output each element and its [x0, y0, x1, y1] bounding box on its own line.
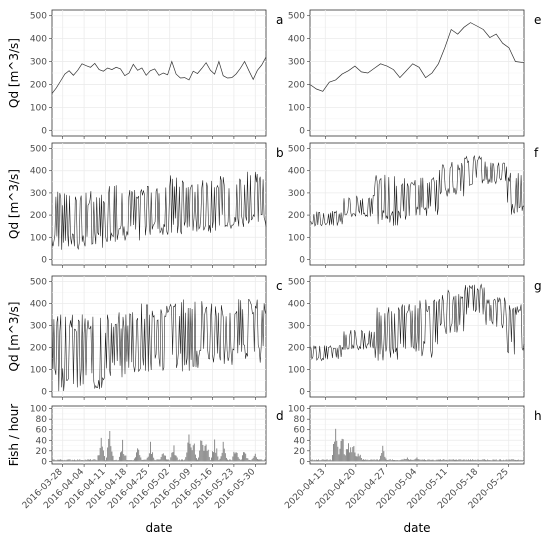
y-tick-label: 100 — [288, 233, 305, 243]
y-tick-label: 300 — [30, 322, 47, 332]
y-tick-label: 100 — [288, 366, 305, 376]
y-tick-label: 400 — [288, 300, 305, 310]
y-axis-label: Qd [m^3/s] — [7, 169, 21, 239]
y-tick-label: 300 — [288, 322, 305, 332]
y-tick-label: 60 — [294, 426, 306, 436]
y-tick-label: 500 — [288, 12, 305, 22]
y-tick-label: 200 — [288, 80, 305, 90]
panel-label-f: f — [534, 146, 539, 160]
y-tick-label: 500 — [30, 145, 47, 155]
series-line-a — [51, 56, 267, 94]
series-line-e — [309, 22, 525, 92]
y-tick-label: 0 — [41, 126, 47, 136]
y-axis-label: Qd [m^3/s] — [7, 38, 21, 108]
y-tick-label: 60 — [36, 426, 48, 436]
y-tick-label: 20 — [294, 447, 306, 457]
panel-label-g: g — [534, 279, 542, 293]
y-tick-label: 300 — [30, 58, 47, 68]
series-line-g — [309, 283, 525, 362]
y-tick-label: 0 — [299, 457, 305, 467]
y-tick-label: 20 — [36, 447, 48, 457]
y-tick-label: 400 — [288, 167, 305, 177]
series-line-c — [51, 298, 267, 392]
y-tick-label: 80 — [294, 415, 306, 425]
y-tick-label: 0 — [299, 388, 305, 398]
y-tick-label: 200 — [288, 211, 305, 221]
series-line-f — [309, 155, 524, 227]
y-tick-label: 0 — [299, 255, 305, 265]
y-tick-label: 200 — [30, 80, 47, 90]
x-axis-label: date — [145, 521, 172, 535]
y-tick-label: 300 — [30, 189, 47, 199]
y-tick-label: 400 — [30, 35, 47, 45]
y-tick-label: 500 — [288, 145, 305, 155]
y-tick-label: 40 — [36, 436, 48, 446]
y-tick-label: 300 — [288, 189, 305, 199]
y-tick-label: 0 — [41, 457, 47, 467]
y-tick-label: 500 — [30, 12, 47, 22]
y-tick-label: 500 — [30, 278, 47, 288]
series-line-b — [51, 171, 267, 251]
y-tick-label: 0 — [41, 255, 47, 265]
y-axis-label: Fish / hour — [7, 404, 21, 466]
y-tick-label: 80 — [36, 415, 48, 425]
y-tick-label: 100 — [30, 233, 47, 243]
y-tick-label: 0 — [299, 126, 305, 136]
y-tick-label: 200 — [30, 344, 47, 354]
y-tick-label: 400 — [288, 35, 305, 45]
y-tick-label: 400 — [30, 300, 47, 310]
y-tick-label: 100 — [30, 405, 47, 415]
panel-label-c: c — [276, 279, 283, 293]
y-tick-label: 100 — [288, 405, 305, 415]
y-tick-label: 200 — [30, 211, 47, 221]
y-axis-label: Qd [m^3/s] — [7, 302, 21, 372]
y-tick-label: 100 — [30, 103, 47, 113]
panel-label-e: e — [534, 13, 541, 27]
y-tick-label: 100 — [30, 366, 47, 376]
y-tick-label: 200 — [288, 344, 305, 354]
y-tick-label: 0 — [41, 388, 47, 398]
y-tick-label: 40 — [294, 436, 306, 446]
y-tick-label: 500 — [288, 278, 305, 288]
y-tick-label: 400 — [30, 167, 47, 177]
panel-label-h: h — [534, 409, 542, 423]
x-axis-label: date — [403, 521, 430, 535]
panel-label-b: b — [276, 146, 284, 160]
panel-label-d: d — [276, 409, 284, 423]
y-tick-label: 100 — [288, 103, 305, 113]
y-tick-label: 300 — [288, 58, 305, 68]
panel-label-a: a — [276, 13, 283, 27]
